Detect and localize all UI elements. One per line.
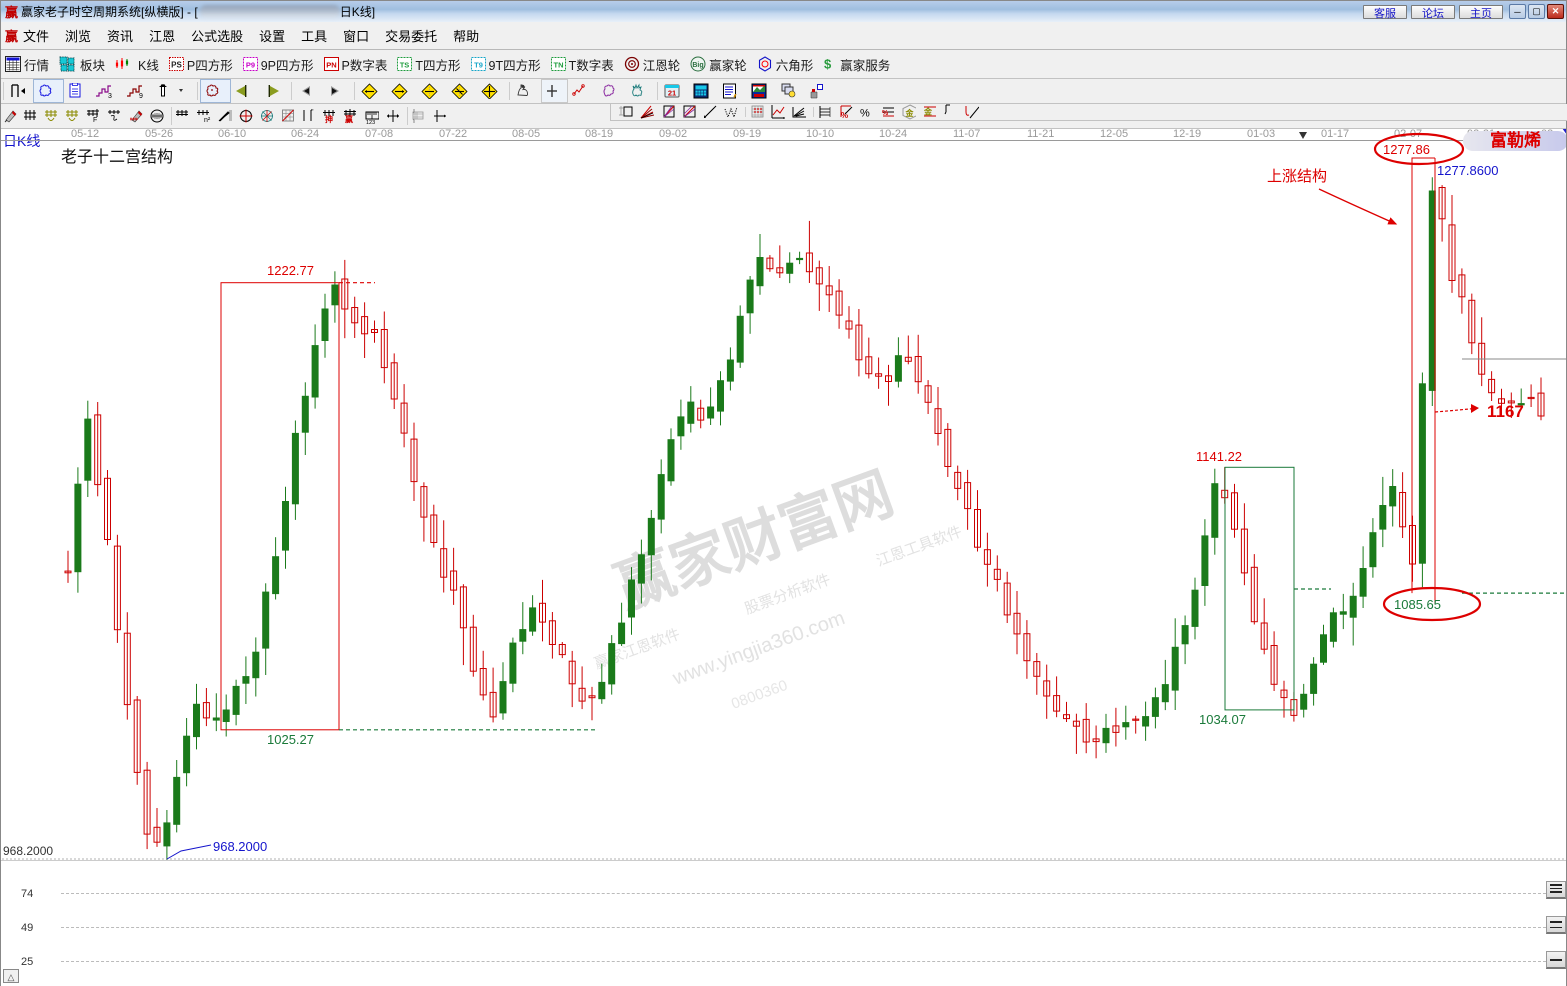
svg-text:%: % [860, 108, 870, 120]
svg-text:1034.07: 1034.07 [1199, 712, 1246, 727]
svg-text:21: 21 [668, 89, 676, 98]
svg-text:Big: Big [693, 62, 704, 69]
svg-text:1025.27: 1025.27 [267, 732, 314, 747]
svg-text:123: 123 [366, 120, 375, 124]
svg-text:$: $ [824, 57, 832, 72]
svg-text:1085.65: 1085.65 [1394, 597, 1441, 612]
svg-text:PN: PN [326, 61, 336, 70]
svg-text:赢: 赢 [345, 114, 353, 124]
svg-text:%: % [882, 110, 889, 117]
svg-text:金: 金 [905, 108, 915, 118]
svg-text:1277.8600: 1277.8600 [1437, 163, 1498, 178]
svg-text:1141.22: 1141.22 [1196, 449, 1242, 464]
svg-text:9: 9 [139, 93, 143, 99]
svg-text:1222.77: 1222.77 [267, 263, 314, 278]
svg-text:F: F [93, 117, 97, 124]
svg-text:": " [311, 109, 314, 116]
svg-text:金: 金 [923, 107, 933, 117]
svg-text:T9: T9 [474, 61, 483, 70]
svg-text:1277.86: 1277.86 [1383, 142, 1430, 157]
svg-text:PS: PS [171, 61, 182, 70]
svg-text:TN: TN [553, 61, 563, 70]
svg-text:n²: n² [204, 117, 211, 124]
svg-text:P9: P9 [246, 61, 255, 70]
svg-text:抻: 抻 [325, 114, 333, 124]
svg-text:上涨结构: 上涨结构 [1267, 168, 1327, 185]
svg-text:TS: TS [400, 61, 410, 70]
svg-text:968.2000: 968.2000 [3, 844, 53, 858]
svg-text:1167: 1167 [1487, 402, 1524, 421]
svg-text:968.2000: 968.2000 [213, 839, 267, 854]
svg-text:3: 3 [108, 93, 112, 99]
